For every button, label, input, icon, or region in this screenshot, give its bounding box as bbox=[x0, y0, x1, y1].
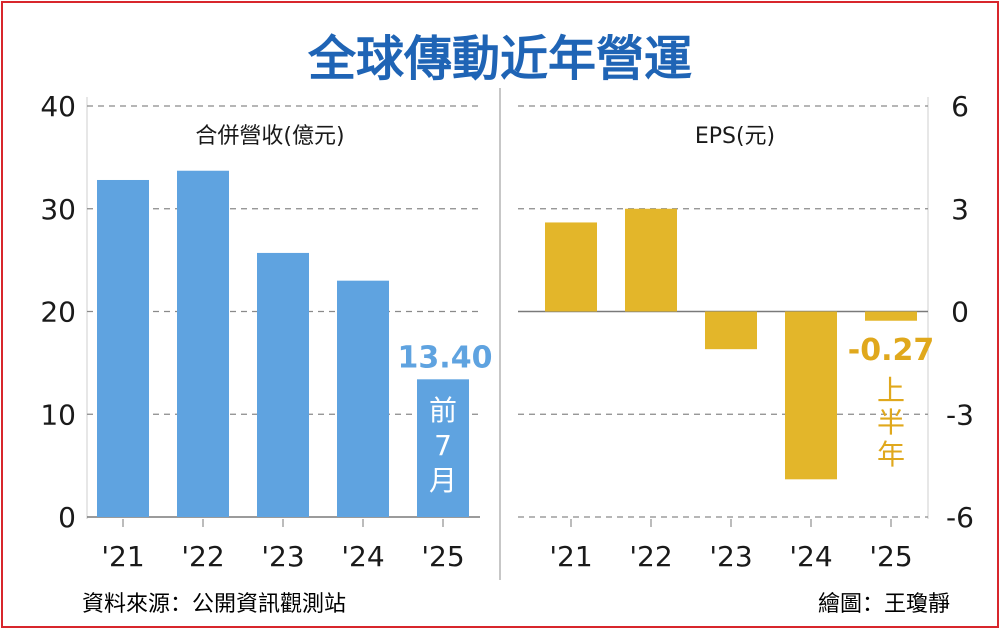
eps-panel-title: EPS(元) bbox=[695, 124, 775, 149]
revenue-xtick-label: '21 bbox=[101, 540, 144, 573]
revenue-panel-title: 合併營收(億元) bbox=[195, 124, 344, 149]
eps-xtick-label: '23 bbox=[709, 540, 752, 573]
chart-title: 全球傳動近年營運 bbox=[307, 31, 692, 87]
revenue-panel: 合併營收(億元) 0 10 20 30 40 '21 '22 '23 '24 '25 13.40… bbox=[40, 90, 492, 573]
revenue-ytick-label: 0 bbox=[58, 501, 76, 534]
revenue-xtick-label: '22 bbox=[181, 540, 224, 573]
eps-bar bbox=[785, 311, 837, 480]
revenue-ytick-label: 40 bbox=[40, 90, 76, 123]
source-note: 資料來源：公開資訊觀測站 bbox=[82, 592, 346, 617]
revenue-bar bbox=[257, 252, 309, 517]
credit-note: 繪圖：王瓊靜 bbox=[818, 592, 950, 617]
eps-bar-note-char: 上 bbox=[877, 374, 905, 407]
revenue-xtick-label: '25 bbox=[421, 540, 464, 573]
revenue-ytick-label: 10 bbox=[40, 398, 76, 431]
eps-xtick-label: '25 bbox=[869, 540, 912, 573]
revenue-bar-note-char: 前 bbox=[429, 394, 457, 427]
revenue-bar-note-char: 月 bbox=[429, 464, 457, 497]
eps-ytick-label: 6 bbox=[951, 90, 969, 123]
eps-ytick-label: -3 bbox=[946, 398, 974, 431]
revenue-bar-note-char: 7 bbox=[434, 429, 452, 462]
eps-bar bbox=[625, 208, 677, 312]
eps-bar bbox=[545, 222, 597, 312]
revenue-ytick-label: 30 bbox=[40, 193, 76, 226]
revenue-xtick-label: '23 bbox=[261, 540, 304, 573]
eps-bar bbox=[865, 311, 917, 321]
eps-value-label: -0.27 bbox=[848, 333, 934, 368]
eps-ytick-label: -6 bbox=[946, 501, 974, 534]
eps-ytick-label: 3 bbox=[951, 193, 969, 226]
eps-bar-note-char: 半 bbox=[877, 406, 905, 439]
eps-bar bbox=[705, 311, 757, 350]
eps-xtick-label: '24 bbox=[789, 540, 832, 573]
eps-xtick-label: '22 bbox=[629, 540, 672, 573]
revenue-value-label: 13.40 bbox=[398, 340, 493, 375]
revenue-bar bbox=[337, 280, 389, 517]
eps-panel: EPS(元) -6 -3 0 3 6 '21 '22 '23 '24 '25 -0.27 上半年 bbox=[518, 90, 974, 573]
revenue-xtick-label: '24 bbox=[341, 540, 384, 573]
eps-ytick-label: 0 bbox=[951, 296, 969, 329]
revenue-bar bbox=[97, 179, 149, 518]
revenue-ytick-label: 20 bbox=[40, 296, 76, 329]
revenue-bar bbox=[417, 379, 469, 517]
eps-xtick-label: '21 bbox=[549, 540, 592, 573]
revenue-bar bbox=[177, 170, 229, 518]
eps-bar-note-char: 年 bbox=[877, 438, 905, 471]
